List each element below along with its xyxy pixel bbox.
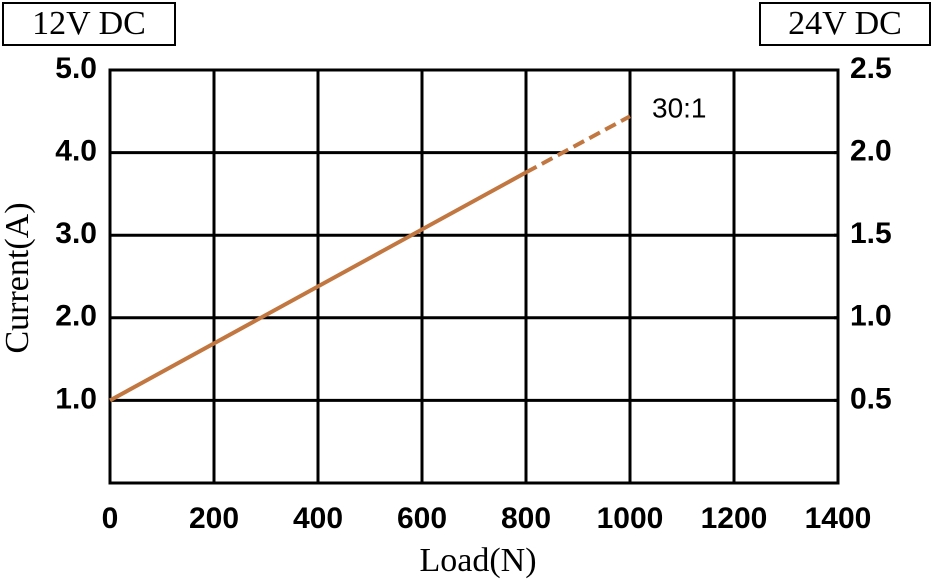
y-tick-label: 1.0 — [55, 382, 97, 415]
y2-tick-label: 0.5 — [850, 382, 892, 415]
left-box-label: 12V DC — [32, 5, 146, 42]
y2-tick-label: 1.5 — [850, 217, 892, 250]
right-box-label: 24V DC — [788, 5, 902, 42]
y-tick-label: 3.0 — [55, 217, 97, 250]
x-tick-label: 1200 — [701, 502, 768, 535]
y2-tick-label: 2.5 — [850, 52, 892, 85]
x-tick-label: 400 — [293, 502, 343, 535]
x-tick-label: 600 — [397, 502, 447, 535]
x-tick-label: 200 — [189, 502, 239, 535]
line-segment — [109, 170, 527, 403]
y-tick-label: 4.0 — [55, 135, 97, 168]
x-tick-label: 800 — [501, 502, 551, 535]
annotation: 30:1 — [652, 93, 707, 124]
right-box — [759, 2, 931, 46]
x-tick-label: 1400 — [805, 502, 872, 535]
left-box — [2, 2, 176, 46]
y-tick-label: 5.0 — [55, 52, 97, 85]
y-tick-label: 2.0 — [55, 300, 97, 333]
y-axis-label: Current(A) — [0, 202, 36, 353]
y2-tick-label: 2.0 — [850, 135, 892, 168]
line-segment — [525, 114, 631, 175]
plot-frame — [108, 68, 840, 485]
y2-tick-label: 1.0 — [850, 300, 892, 333]
x-tick-label: 1000 — [597, 502, 664, 535]
x-tick-label: 0 — [102, 502, 119, 535]
x-axis-label: Load(N) — [419, 542, 536, 579]
